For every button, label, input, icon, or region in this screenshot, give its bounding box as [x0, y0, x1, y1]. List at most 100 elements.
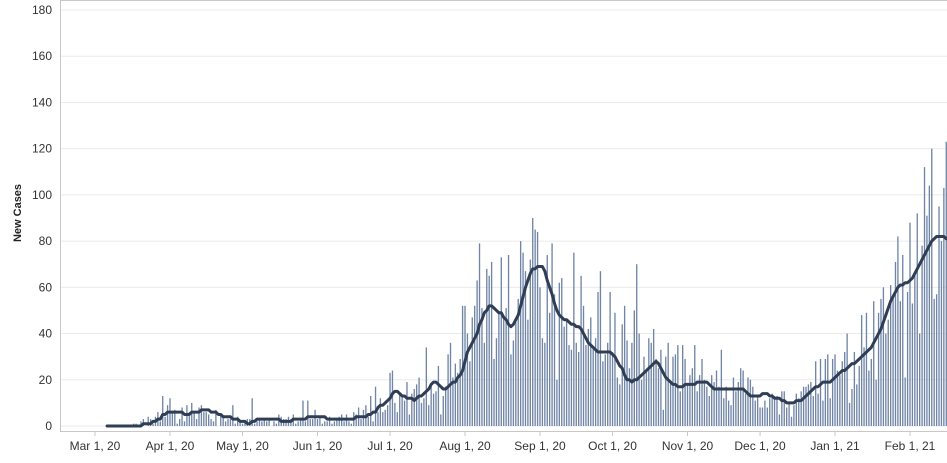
y-tick-label: 20: [39, 373, 53, 387]
bar: [928, 185, 931, 426]
bar: [548, 312, 551, 426]
x-tick-label: May 1, 20: [216, 439, 269, 453]
bar: [899, 301, 901, 426]
bar: [147, 416, 149, 426]
bar: [532, 218, 534, 426]
bar: [585, 345, 587, 426]
bar: [372, 421, 374, 426]
line-series: [105, 234, 947, 428]
bar: [880, 298, 882, 426]
bar: [686, 384, 689, 426]
bar: [534, 229, 536, 426]
grid-lines: [60, 0, 947, 432]
bar: [495, 338, 498, 426]
bar: [205, 412, 207, 426]
bar: [853, 352, 856, 426]
bar: [457, 372, 459, 426]
bar: [367, 416, 369, 426]
bar: [237, 416, 239, 426]
bar: [781, 391, 783, 426]
bar: [188, 412, 190, 426]
bar: [812, 395, 814, 426]
bar: [239, 421, 241, 426]
bar: [938, 206, 940, 426]
bar: [474, 305, 476, 426]
bar: [802, 386, 805, 426]
bar: [486, 268, 488, 426]
bar: [551, 243, 553, 426]
bar: [503, 317, 505, 426]
bar: [602, 361, 604, 426]
bar: [399, 393, 401, 426]
bar: [297, 421, 299, 426]
bar: [195, 419, 198, 426]
bar: [565, 319, 568, 426]
bar: [752, 386, 754, 426]
bar: [321, 423, 323, 426]
bar: [805, 386, 807, 426]
bar: [674, 354, 677, 426]
bar: [529, 259, 531, 426]
bar: [181, 407, 183, 426]
bar: [311, 419, 314, 426]
bar: [732, 377, 735, 426]
bar: [827, 354, 829, 426]
bar: [889, 285, 892, 426]
bar: [203, 412, 205, 426]
bar: [517, 298, 519, 426]
bar: [241, 423, 244, 426]
x-tick-label: Jul 1, 20: [367, 439, 413, 453]
bar: [648, 338, 650, 426]
bar: [224, 421, 227, 426]
bar: [865, 312, 868, 426]
bar: [553, 294, 556, 426]
bar: [766, 407, 768, 426]
bar: [689, 375, 691, 426]
bar: [892, 296, 894, 426]
bar: [415, 384, 418, 426]
bar: [795, 393, 797, 426]
bar: [696, 391, 698, 426]
bar: [498, 312, 500, 426]
bar: [740, 368, 742, 426]
bar: [919, 333, 921, 426]
bar: [870, 358, 872, 426]
bar: [684, 358, 686, 426]
bar: [541, 338, 544, 426]
bar: [558, 282, 560, 426]
x-tick-label: Oct 1, 20: [588, 439, 637, 453]
bar: [273, 421, 275, 426]
bar: [275, 423, 278, 426]
bar: [336, 419, 338, 426]
bar: [737, 382, 739, 426]
bar: [476, 280, 478, 426]
bar: [403, 400, 406, 426]
bar: [616, 377, 619, 426]
bar: [162, 395, 164, 426]
bar: [319, 416, 321, 426]
bar: [174, 409, 176, 426]
bar: [633, 310, 635, 426]
y-tick-label: 120: [32, 142, 52, 156]
bar: [730, 405, 732, 426]
bar: [198, 407, 200, 426]
bar: [904, 377, 906, 426]
bar: [607, 342, 609, 426]
bar: [258, 419, 261, 426]
bar: [706, 386, 708, 426]
bar: [742, 370, 744, 426]
bar: [469, 361, 471, 426]
bar: [815, 361, 817, 426]
bar: [599, 271, 602, 426]
bar: [621, 324, 623, 426]
x-tick-label: Aug 1, 20: [439, 439, 491, 453]
bar: [471, 317, 473, 426]
bar: [244, 421, 246, 426]
bar: [563, 326, 565, 426]
bar: [328, 416, 331, 426]
bar: [703, 379, 706, 426]
bar: [374, 386, 377, 426]
bar: [261, 421, 263, 426]
bar: [408, 414, 411, 426]
bar: [459, 358, 461, 426]
